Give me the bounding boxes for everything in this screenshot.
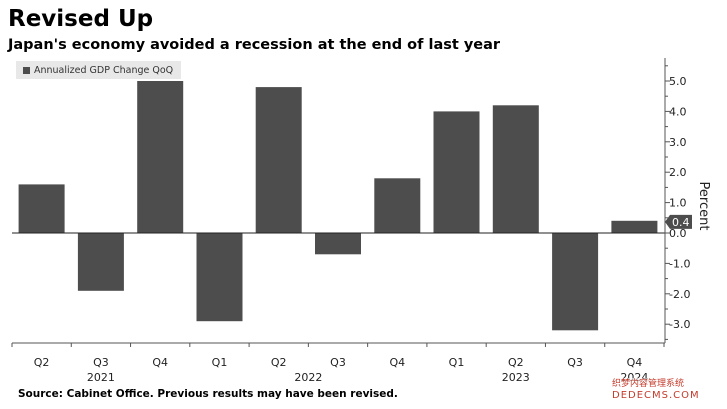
bar — [374, 178, 421, 233]
watermark: 织梦内容管理系统 DEDECMS.COM — [612, 378, 724, 406]
bar — [433, 111, 480, 233]
x-tick-label: Q3 — [330, 356, 346, 369]
y-tick-label: 4.0 — [669, 105, 687, 118]
y-tick-label: -1.0 — [669, 257, 690, 270]
x-tick-label: Q4 — [627, 356, 643, 369]
bar-chart: 5.0 4.0 3.0 2.0 1.0 0.0 -1.0 -2.0 -3.0 Percent 0.4… — [11, 58, 711, 384]
y-axis-label: Percent — [696, 182, 711, 231]
source-note: Source: Cabinet Office. Previous results… — [18, 388, 398, 400]
x-tick-label: Q4 — [389, 356, 405, 369]
y-tick-label: 5.0 — [669, 75, 687, 88]
y-tick-label: 3.0 — [669, 136, 687, 149]
y-tick-label: 1.0 — [669, 197, 687, 210]
last-value-label: 0.4 — [672, 216, 690, 229]
bar — [18, 184, 65, 233]
x-tick-label: Q3 — [93, 356, 109, 369]
x-tick-label: Q2 — [271, 356, 287, 369]
x-tick-label: Q2 — [34, 356, 50, 369]
x-tick-label: Q1 — [212, 356, 228, 369]
bar — [315, 233, 361, 255]
bar — [196, 233, 243, 322]
x-tick-label: Q4 — [152, 356, 168, 369]
legend-swatch — [23, 66, 30, 74]
bar — [611, 220, 658, 233]
chart-subtitle: Japan's economy avoided a recession at t… — [8, 37, 501, 53]
x-year-label: 2021 — [87, 371, 115, 384]
watermark-line2: DEDECMS.COM — [612, 390, 700, 401]
x-tick-label: Q1 — [449, 356, 465, 369]
x-tick-label: Q2 — [508, 356, 524, 369]
y-tick-label: -3.0 — [669, 318, 690, 331]
last-value-badge — [665, 214, 692, 229]
bar — [552, 233, 599, 331]
legend: Annualized GDP Change QoQ — [16, 61, 182, 79]
y-tick-label: 2.0 — [669, 166, 687, 179]
x-tick-label: Q3 — [567, 356, 583, 369]
bar — [492, 105, 539, 233]
x-year-label: 2022 — [294, 371, 322, 384]
watermark-line1: 织梦内容管理系统 — [612, 379, 685, 389]
x-year-label: 2023 — [502, 371, 530, 384]
legend-label: Annualized GDP Change QoQ — [34, 64, 174, 76]
y-tick-label: 0.0 — [669, 227, 687, 240]
bar — [137, 81, 184, 233]
y-tick-label: -2.0 — [669, 288, 690, 301]
bar — [255, 87, 302, 233]
bar — [77, 233, 124, 291]
chart-title: Revised Up — [8, 6, 154, 32]
